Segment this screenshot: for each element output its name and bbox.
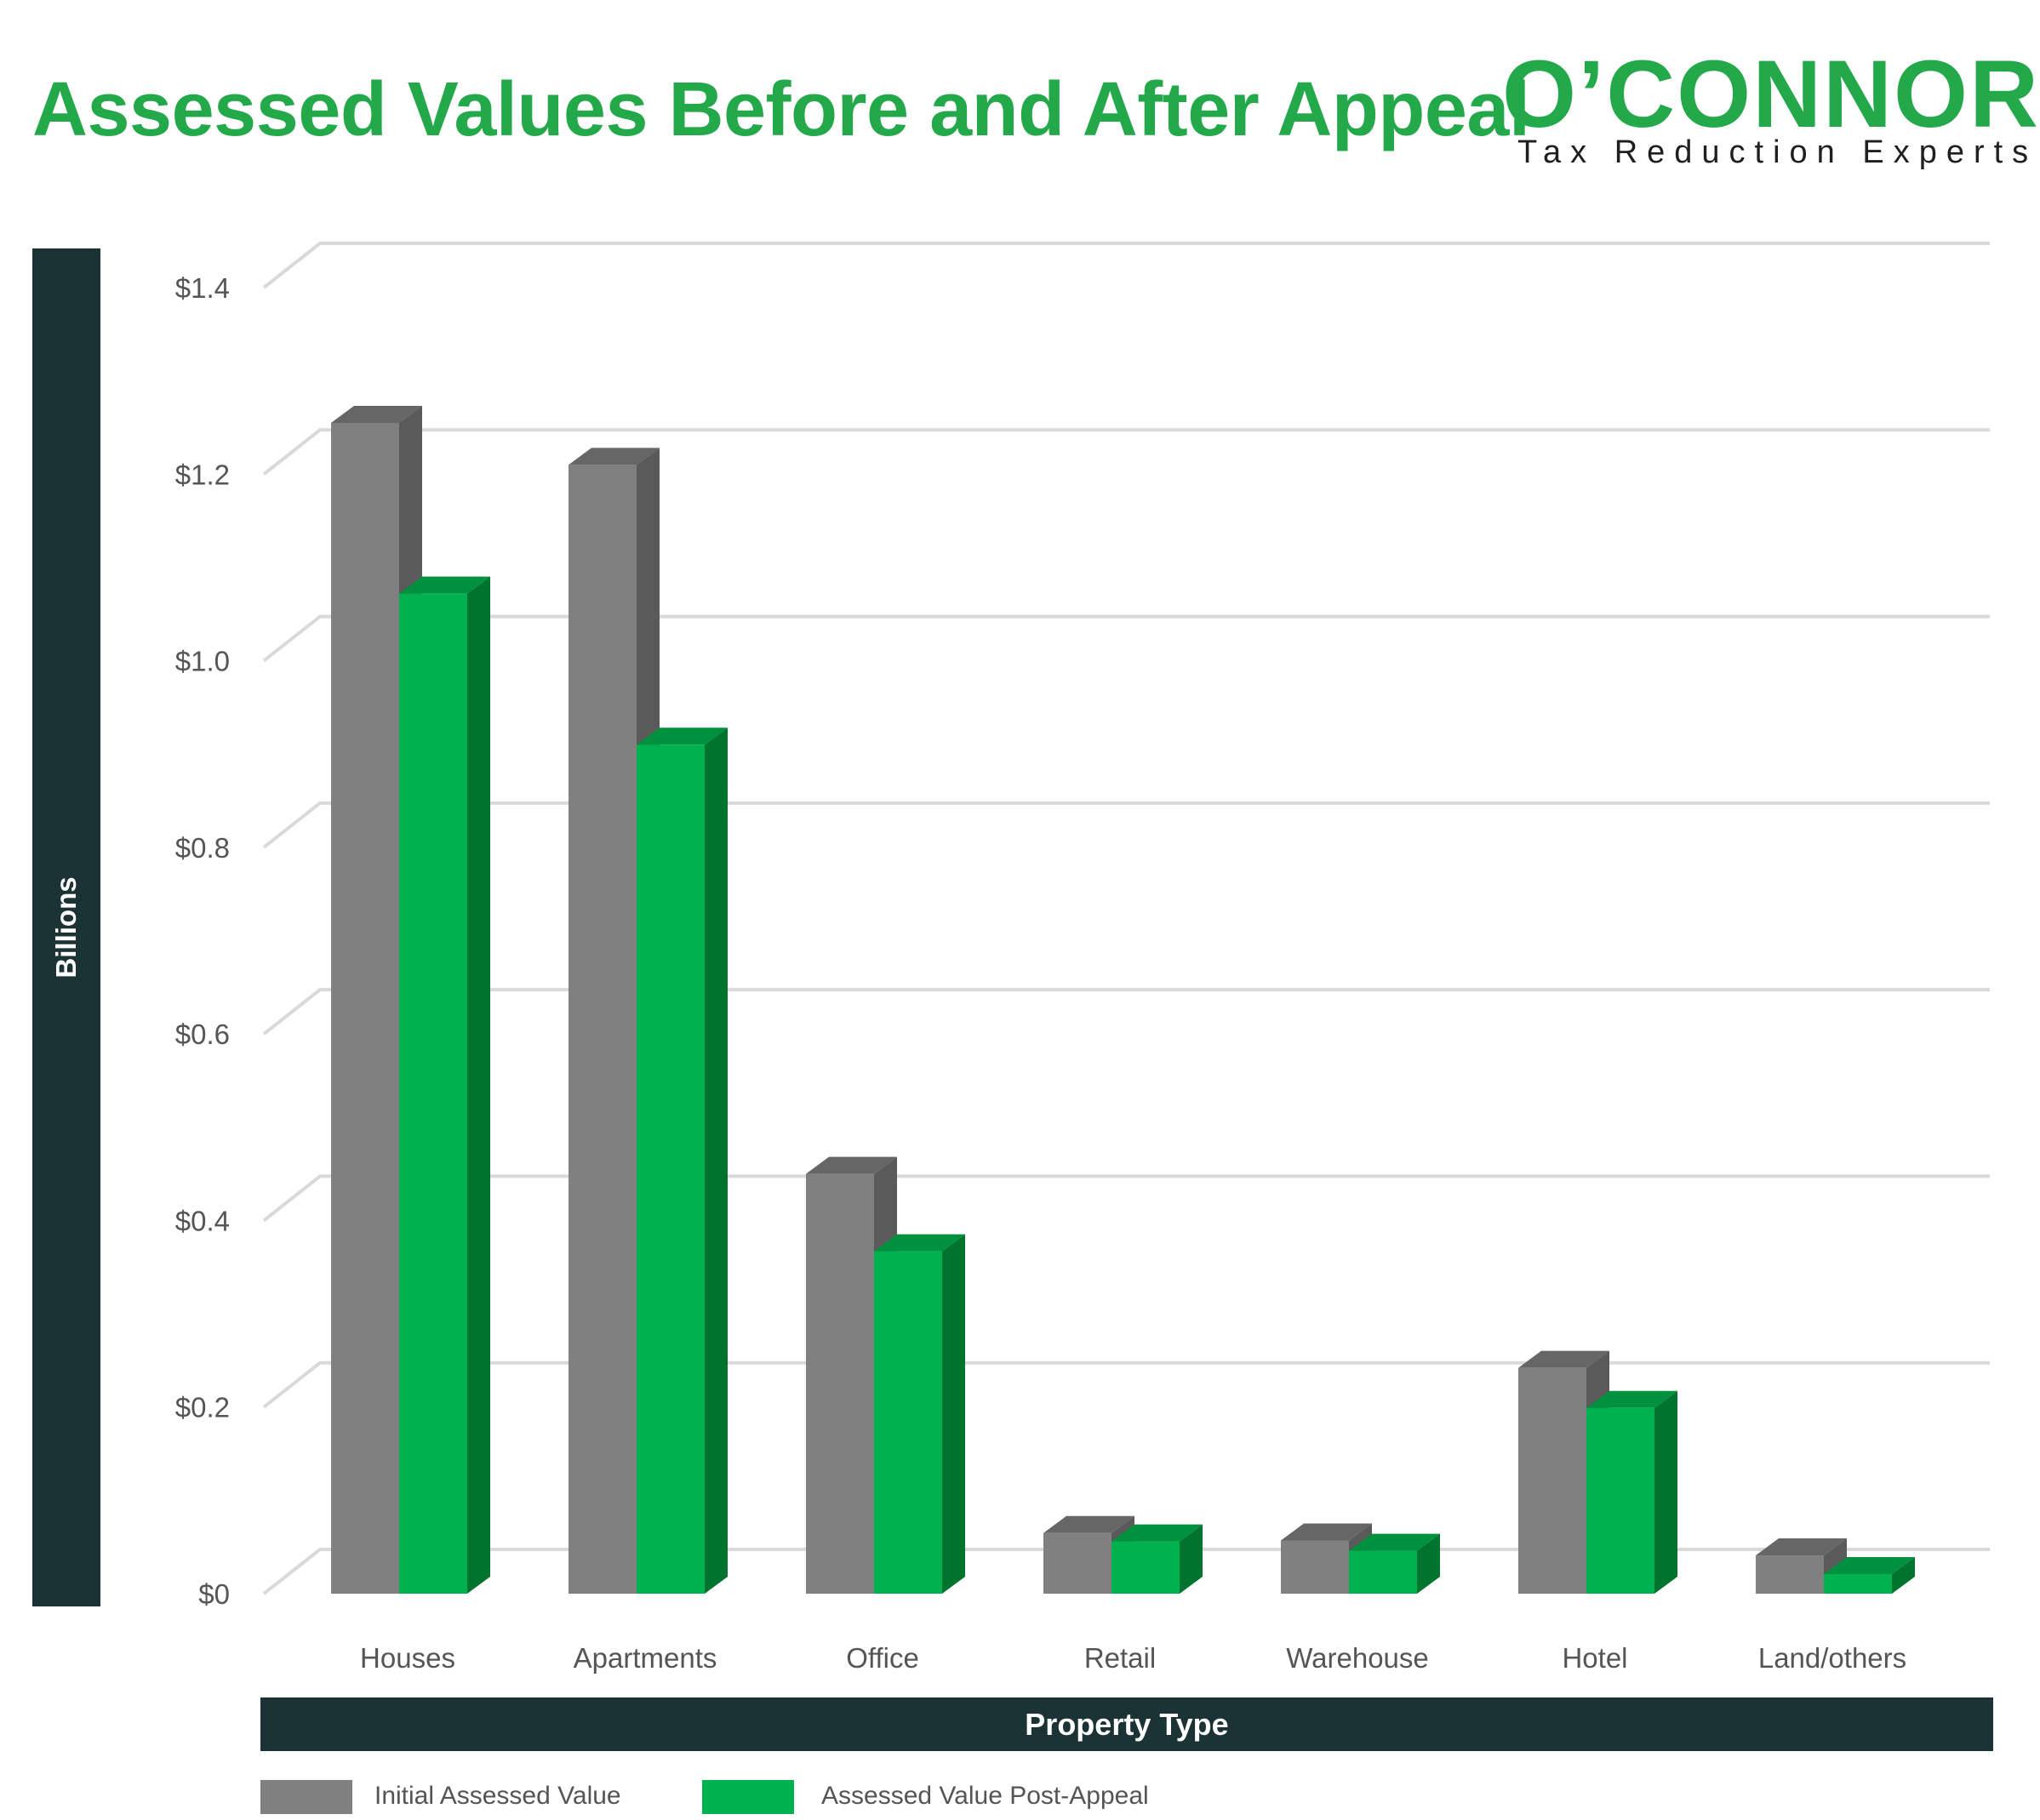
y-tick-label: $1.2 — [175, 459, 230, 490]
gridline — [262, 1361, 1990, 1409]
x-tick-label: Houses — [360, 1642, 455, 1674]
oconnor-logo: O’CONNOR Tax Reduction Experts — [1502, 47, 2038, 174]
y-tick-label: $0 — [198, 1578, 230, 1610]
bar-initial — [569, 465, 637, 1594]
bar-post-appeal-side — [942, 1234, 965, 1594]
bar-post-appeal-top — [637, 727, 728, 745]
bar-post-appeal — [1824, 1573, 1892, 1594]
page-title: Assessed Values Before and After Appeal — [32, 67, 1530, 152]
legend-swatch-initial — [260, 1780, 352, 1814]
bar-initial-top — [331, 405, 422, 423]
bar-initial — [331, 422, 399, 1594]
y-tick-label: $0.6 — [175, 1018, 230, 1050]
x-tick-label: Office — [846, 1642, 919, 1674]
logo-tagline: Tax Reduction Experts — [1517, 134, 2038, 170]
logo-wordmark: O’CONNOR — [1502, 41, 2040, 147]
gridline — [262, 988, 1990, 1036]
bar-initial — [1756, 1555, 1824, 1594]
bar-post-appeal-side — [1892, 1556, 1915, 1594]
bar-post-appeal — [1349, 1550, 1417, 1594]
bar-post-appeal-top — [874, 1234, 965, 1252]
bar-initial — [1043, 1532, 1111, 1594]
x-tick-label: Hotel — [1562, 1642, 1627, 1674]
bar-post-appeal-side — [705, 727, 728, 1594]
legend-swatch-post-appeal — [702, 1780, 794, 1814]
bar-initial — [806, 1173, 874, 1594]
x-axis-label-panel — [260, 1697, 1993, 1751]
bar-post-appeal-top — [1824, 1556, 1915, 1574]
bar-post-appeal-side — [1654, 1390, 1677, 1594]
bar-post-appeal-top — [399, 576, 490, 594]
gridline — [262, 428, 1990, 476]
x-axis-label: Property Type — [1025, 1707, 1229, 1742]
legend-label-initial: Initial Assessed Value — [374, 1782, 621, 1810]
gridline — [262, 801, 1990, 849]
bar-post-appeal-top — [1111, 1524, 1203, 1542]
bar-post-appeal — [1586, 1407, 1654, 1594]
x-tick-label: Apartments — [574, 1642, 717, 1674]
y-tick-label: $0.2 — [175, 1392, 230, 1423]
bar-post-appeal-top — [1349, 1533, 1440, 1551]
bar-initial-top — [1518, 1350, 1609, 1368]
y-tick-label: $0.4 — [175, 1205, 230, 1236]
gridline — [262, 242, 1990, 289]
y-axis-label-panel — [32, 248, 100, 1606]
y-tick-label: $1.0 — [175, 646, 230, 677]
y-tick-label: $1.4 — [175, 272, 230, 304]
bar-post-appeal-side — [1180, 1524, 1203, 1594]
x-tick-label: Warehouse — [1286, 1642, 1429, 1674]
bar-post-appeal — [399, 593, 467, 1594]
bar-initial-top — [1043, 1515, 1134, 1533]
gridline — [262, 614, 1990, 663]
bar-initial-top — [1756, 1538, 1847, 1556]
bar-post-appeal — [874, 1251, 942, 1594]
bar-post-appeal-top — [1586, 1390, 1677, 1408]
x-tick-label: Retail — [1084, 1642, 1156, 1674]
legend-label-post-appeal: Assessed Value Post-Appeal — [821, 1782, 1149, 1810]
bar-post-appeal-side — [467, 576, 490, 1594]
bar-post-appeal — [637, 745, 705, 1594]
bar-initial-top — [1281, 1523, 1372, 1541]
bar-post-appeal — [1111, 1541, 1180, 1594]
gridline — [262, 1174, 1990, 1222]
bar-initial-top — [806, 1156, 897, 1174]
bar-post-appeal-side — [1417, 1533, 1440, 1594]
bar-initial-top — [569, 448, 660, 465]
bar-initial — [1518, 1367, 1586, 1594]
bar-initial — [1281, 1540, 1349, 1594]
y-tick-label: $0.8 — [175, 832, 230, 864]
x-tick-label: Land/others — [1758, 1642, 1906, 1674]
